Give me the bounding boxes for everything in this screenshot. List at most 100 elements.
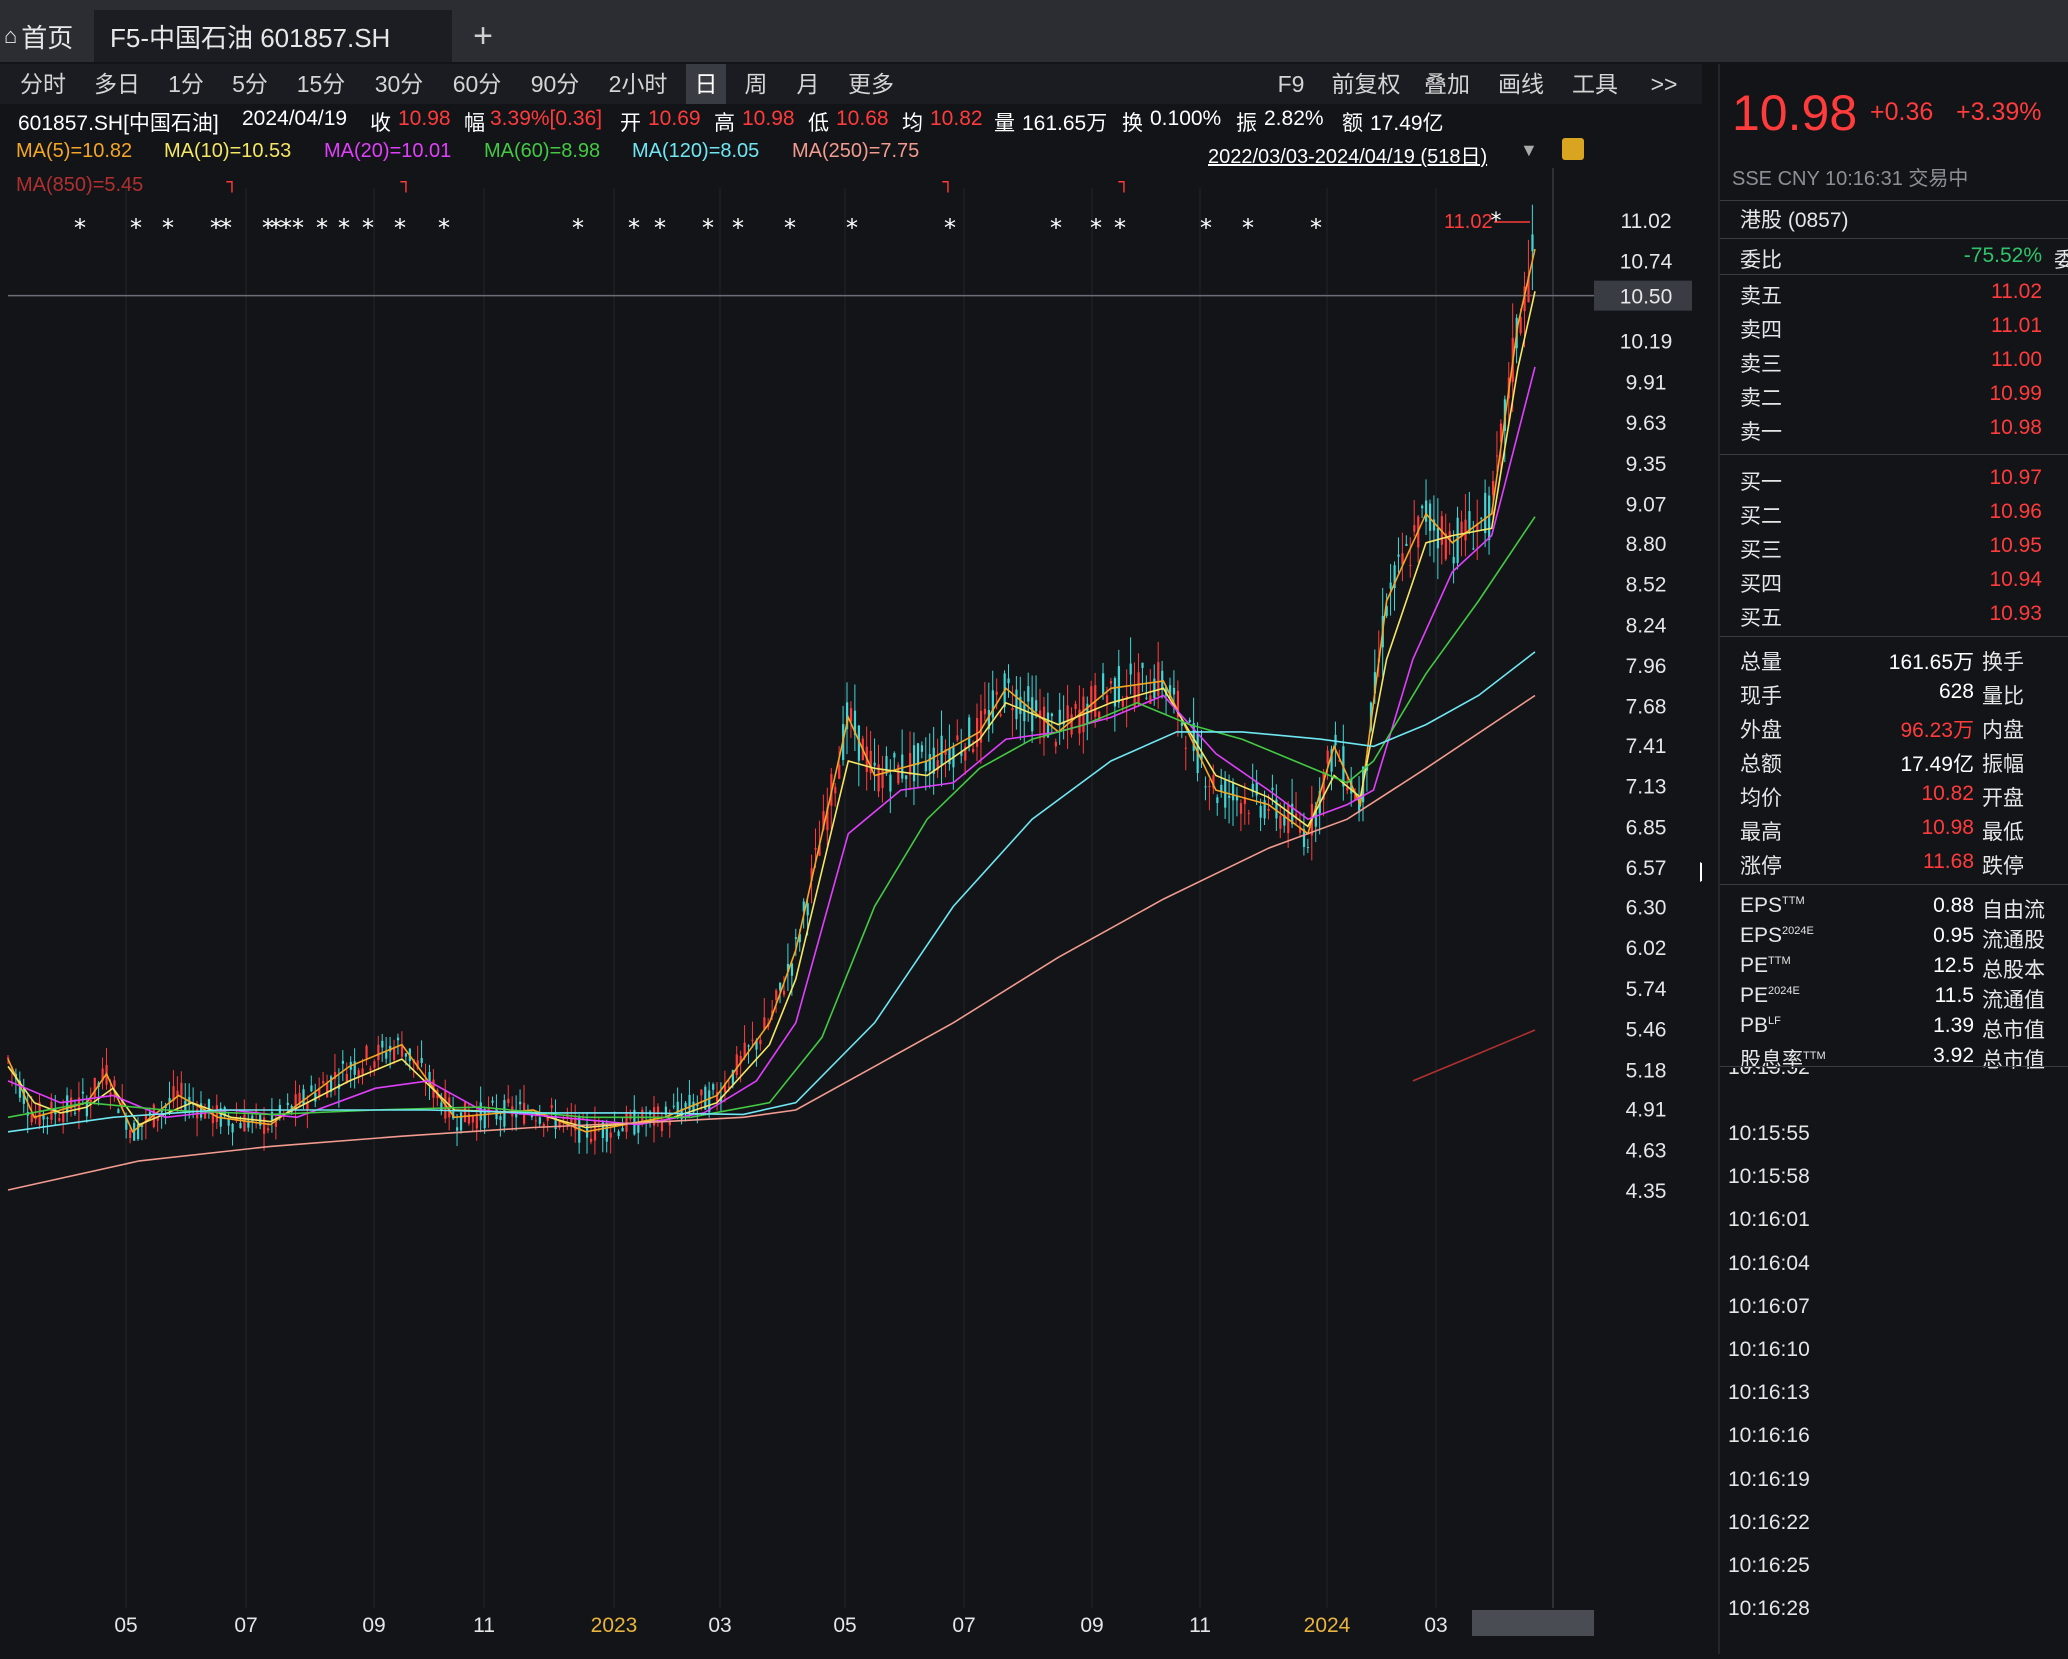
candle-body <box>1149 695 1152 704</box>
period-15min[interactable]: 15分 <box>296 71 346 97</box>
adjust-button[interactable]: 前复权 <box>1331 71 1401 97</box>
bid-row[interactable]: 买四 10.94 <box>1720 564 2068 598</box>
candle-body <box>341 1060 345 1064</box>
range-dropdown-icon[interactable]: ▼ <box>1520 140 1538 160</box>
signal-asterisk: * <box>338 214 350 242</box>
ask-row[interactable]: 卖三 11.00 <box>1720 344 2068 378</box>
candle-body <box>1243 797 1247 804</box>
overlay-button[interactable]: 叠加 <box>1424 71 1470 97</box>
ask-row[interactable]: 卖五 11.02 <box>1720 276 2068 310</box>
panel-toggle-icon[interactable] <box>1700 862 1716 882</box>
period-60min[interactable]: 60分 <box>452 71 502 97</box>
scroll-thumb[interactable] <box>1472 1610 1594 1636</box>
fund-label-text: EPS <box>1740 924 1783 947</box>
candle-body <box>743 1042 746 1058</box>
candle-body <box>168 1098 171 1103</box>
candle-body <box>1117 666 1120 703</box>
candle-body <box>538 1117 541 1124</box>
candle-body <box>814 848 817 850</box>
candle-body <box>1046 712 1050 738</box>
bid-price: 10.93 <box>1989 602 2042 625</box>
lock-icon[interactable] <box>1562 138 1584 160</box>
date-range[interactable]: 2022/03/03-2024/04/19 (518日) <box>1208 146 1488 168</box>
close-value: 10.98 <box>398 107 451 130</box>
y-tick-label: 6.30 <box>1626 896 1667 919</box>
expand-button[interactable]: >> <box>1650 71 1678 97</box>
period-fenshi[interactable]: 分时 <box>20 71 66 97</box>
signal-asterisk: * <box>654 214 666 242</box>
candle-body <box>1239 803 1243 814</box>
candle-body <box>1184 747 1187 749</box>
stat-label: 总额 <box>1740 753 1782 776</box>
candle-body <box>215 1105 218 1122</box>
candle-body <box>298 1092 301 1105</box>
candle-body <box>322 1081 325 1084</box>
signal-asterisk: * <box>394 214 406 242</box>
candle-body <box>637 1124 640 1133</box>
tab-stock[interactable]: F5-中国石油 601857.SH <box>94 10 452 62</box>
candle-body <box>70 1097 73 1109</box>
candle-body <box>1078 709 1081 734</box>
candle-body <box>239 1123 242 1129</box>
candle-body <box>924 760 927 772</box>
x-axis: 05 07 09 11 2023 03 05 07 09 11 2024 03 <box>114 1614 1447 1637</box>
tab-home-label: 首页 <box>21 22 74 53</box>
avg-label: 均 <box>902 112 923 135</box>
ask-row[interactable]: 卖一 10.98 <box>1720 412 2068 446</box>
candle-body <box>58 1118 61 1121</box>
candle-body <box>759 1040 762 1045</box>
period-1min[interactable]: 1分 <box>168 71 204 97</box>
stat-label: 最高 <box>1740 821 1782 844</box>
add-tab-button[interactable]: + <box>473 16 493 55</box>
period-more[interactable]: 更多 <box>848 71 894 97</box>
candle-body <box>617 1131 620 1137</box>
ask-row[interactable]: 卖四 11.01 <box>1720 310 2068 344</box>
candle-body <box>231 1124 234 1133</box>
candle-body <box>1180 722 1184 726</box>
period-week[interactable]: 周 <box>744 71 768 97</box>
candle-body <box>1200 753 1203 760</box>
stat-row: 外盘 96.23万 内盘 <box>1720 710 2068 744</box>
ma-line-MA(5) <box>7 248 1536 1134</box>
candle-body <box>333 1072 337 1080</box>
bid-row[interactable]: 买一 10.97 <box>1720 462 2068 496</box>
bid-row[interactable]: 买五 10.93 <box>1720 598 2068 632</box>
signal-bracket: ┐ <box>400 172 412 193</box>
x-tick-label: 09 <box>1080 1614 1103 1637</box>
period-30min[interactable]: 30分 <box>374 71 424 97</box>
chart-svg[interactable]: MA(850)=5.45 * * * ** *** * * * * * * * * * * * * * * * * * * *… <box>0 168 1716 1654</box>
x-tick-label: 11 <box>1189 1614 1211 1637</box>
fund-label-sup: 2024E <box>1782 925 1814 937</box>
period-day[interactable]: 日 <box>686 64 726 104</box>
hk-link[interactable]: 港股 (0857) <box>1740 209 1849 232</box>
ask-row[interactable]: 卖二 10.99 <box>1720 378 2068 412</box>
candle-body <box>266 1128 270 1131</box>
candle-body <box>1220 784 1223 792</box>
candle-body <box>1397 554 1400 557</box>
candle-body <box>302 1089 305 1105</box>
bid-price: 10.97 <box>1989 466 2042 489</box>
candle-body <box>912 745 916 782</box>
draw-button[interactable]: 画线 <box>1498 71 1544 97</box>
f9-button[interactable]: F9 <box>1277 71 1305 97</box>
candle-body <box>381 1040 384 1048</box>
tab-home[interactable]: ⌂ 首页 <box>0 10 96 62</box>
tools-button[interactable]: 工具 <box>1572 71 1618 97</box>
period-90min[interactable]: 90分 <box>530 71 580 97</box>
period-multiday[interactable]: 多日 <box>94 71 140 97</box>
candle-body <box>1015 689 1018 720</box>
y-tick-label: 8.52 <box>1626 574 1667 597</box>
signal-bracket: ┐ <box>226 172 238 193</box>
period-2hour[interactable]: 2小时 <box>608 71 668 97</box>
candlestick-chart[interactable]: MA(850)=5.45 * * * * * * * * * * * * * * * * * * * * * * * * * * *… <box>0 168 1716 1654</box>
candle-body <box>1113 678 1117 707</box>
bid-price: 10.95 <box>1989 534 2042 557</box>
bid-row[interactable]: 买二 10.96 <box>1720 496 2068 530</box>
y-axis: 11.02 10.74 10.50 10.19 9.91 9.63 9.35 9.07 8.80… <box>1594 210 1692 1203</box>
candle-body <box>983 708 987 715</box>
period-month[interactable]: 月 <box>796 71 820 97</box>
period-5min[interactable]: 5分 <box>232 71 268 97</box>
bid-row[interactable]: 买三 10.95 <box>1720 530 2068 564</box>
candle-body <box>877 764 880 792</box>
candle-body <box>1385 606 1388 616</box>
